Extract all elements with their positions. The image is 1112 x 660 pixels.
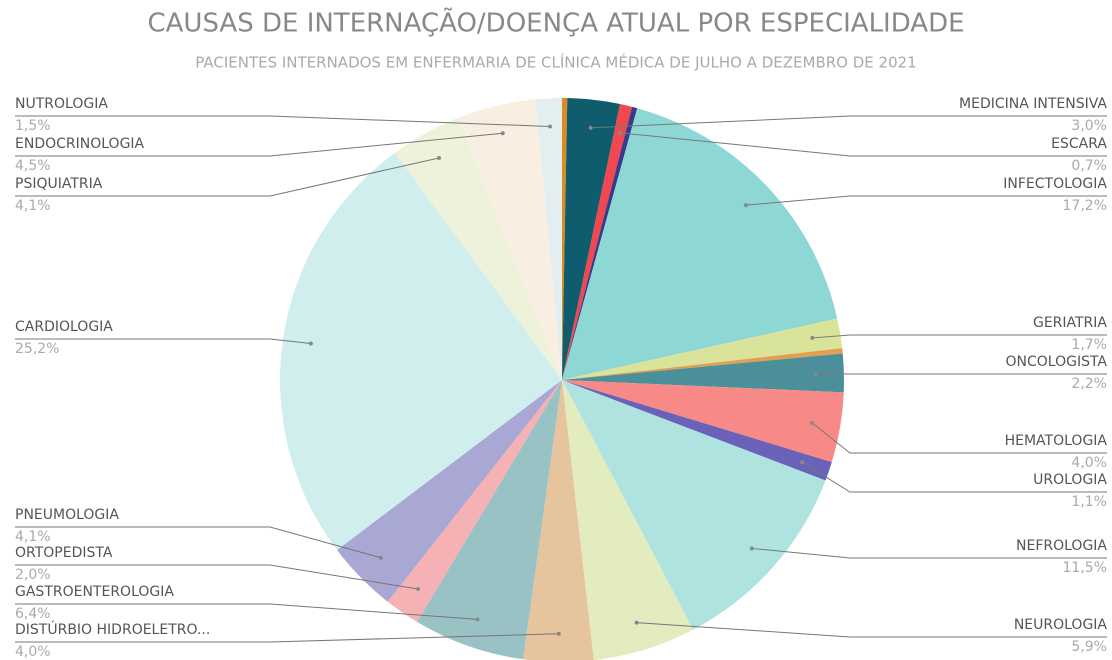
leader-line [636,622,1107,638]
leader-line [15,157,440,197]
leader-line [15,338,311,344]
leader-line [15,564,419,590]
slice-value: 1,5% [15,118,51,134]
leader-dot [634,620,639,625]
leader-line [751,547,1107,559]
leader-dot [800,460,805,465]
slice-label: PSIQUIATRIA [15,176,103,192]
leader-line [15,132,503,157]
pie-slice [394,117,562,380]
leader-line [15,115,551,127]
slice-label: CARDIOLOGIA [15,319,113,335]
pie-slice [562,380,826,630]
slice-value: 4,0% [15,644,51,660]
slice-label: INFECTOLOGIA [1003,176,1107,192]
leader-dot [749,546,754,551]
slice-label: NUTROLOGIA [15,96,108,112]
slice-label: GERIATRIA [1033,315,1107,331]
slice-value: 4,5% [15,158,51,174]
pie-slice [562,98,621,380]
slice-label: NEFROLOGIA [1016,538,1107,554]
pie-slice [562,353,845,393]
pie-slice [562,380,832,481]
pie-slice [280,152,562,551]
slice-value: 0,7% [1071,158,1107,174]
leader-dot [548,124,553,129]
pie-slice [458,99,562,380]
leader-dot [500,131,505,136]
leader-dot [813,371,818,376]
slice-value: 6,4% [15,606,51,622]
leader-line [812,334,1107,339]
leader-line [811,422,1107,454]
slice-label: DISTÚRBIO HIDROELETRO... [15,620,210,638]
leader-dot [743,203,748,208]
leader-line [15,603,478,620]
slice-value: 2,0% [15,567,51,583]
leader-line [801,461,1107,493]
slice-value: 25,2% [15,341,59,357]
pie-slice [562,380,694,660]
pie-slice [337,380,562,602]
leader-dot [810,420,815,425]
slice-value: 2,2% [1071,376,1107,392]
leader-dot [475,617,480,622]
leader-line [15,526,381,559]
slice-value: 1,1% [1071,494,1107,510]
slice-label: HEMATOLOGIA [1005,433,1108,449]
leader-dot [617,130,622,135]
pie-slice [562,380,844,463]
leader-dot [588,125,593,130]
leader-dot [810,335,815,340]
slice-label: ORTOPEDISTA [15,545,113,561]
leader-dot [308,341,313,346]
slice-label: MEDICINA INTENSIVA [959,96,1107,112]
leader-dot [416,587,421,592]
slice-value: 1,7% [1071,337,1107,353]
chart-title: CAUSAS DE INTERNAÇÃO/DOENÇA ATUAL POR ES… [147,7,964,39]
leader-line [745,195,1107,206]
leader-dot [437,155,442,160]
pie-slice [562,104,633,380]
pie-slice [535,98,562,380]
leader-line [590,115,1107,129]
chart-subtitle: PACIENTES INTERNADOS EM ENFERMARIA DE CL… [195,53,916,72]
leader-line [15,633,559,643]
pie-slice [387,380,562,622]
pie-slice [562,348,843,380]
leader-dot [378,555,383,560]
slice-label: GASTROENTEROLOGIA [15,584,174,600]
pie-slice [523,380,594,660]
slice-label: ESCARA [1051,136,1107,152]
slice-value: 4,1% [15,529,51,545]
pie-slice [562,98,568,380]
pie-slice [562,318,843,380]
slice-value: 4,1% [15,198,51,214]
slice-value: 11,5% [1063,560,1107,576]
slice-label: UROLOGIA [1033,472,1107,488]
leader-dot [556,631,561,636]
slice-label: NEUROLOGIA [1014,617,1108,633]
slice-value: 3,0% [1071,118,1107,134]
pie-slice [416,380,562,660]
slice-label: ONCOLOGISTA [1005,354,1107,370]
pie-slice [562,106,638,380]
slice-label: ENDOCRINOLOGIA [15,136,145,152]
slice-value: 17,2% [1063,198,1107,214]
slice-label: PNEUMOLOGIA [15,507,119,523]
slice-value: 5,9% [1071,639,1107,655]
pie-slice [562,108,838,380]
leader-line [619,132,1107,157]
slice-value: 4,0% [1071,455,1107,471]
